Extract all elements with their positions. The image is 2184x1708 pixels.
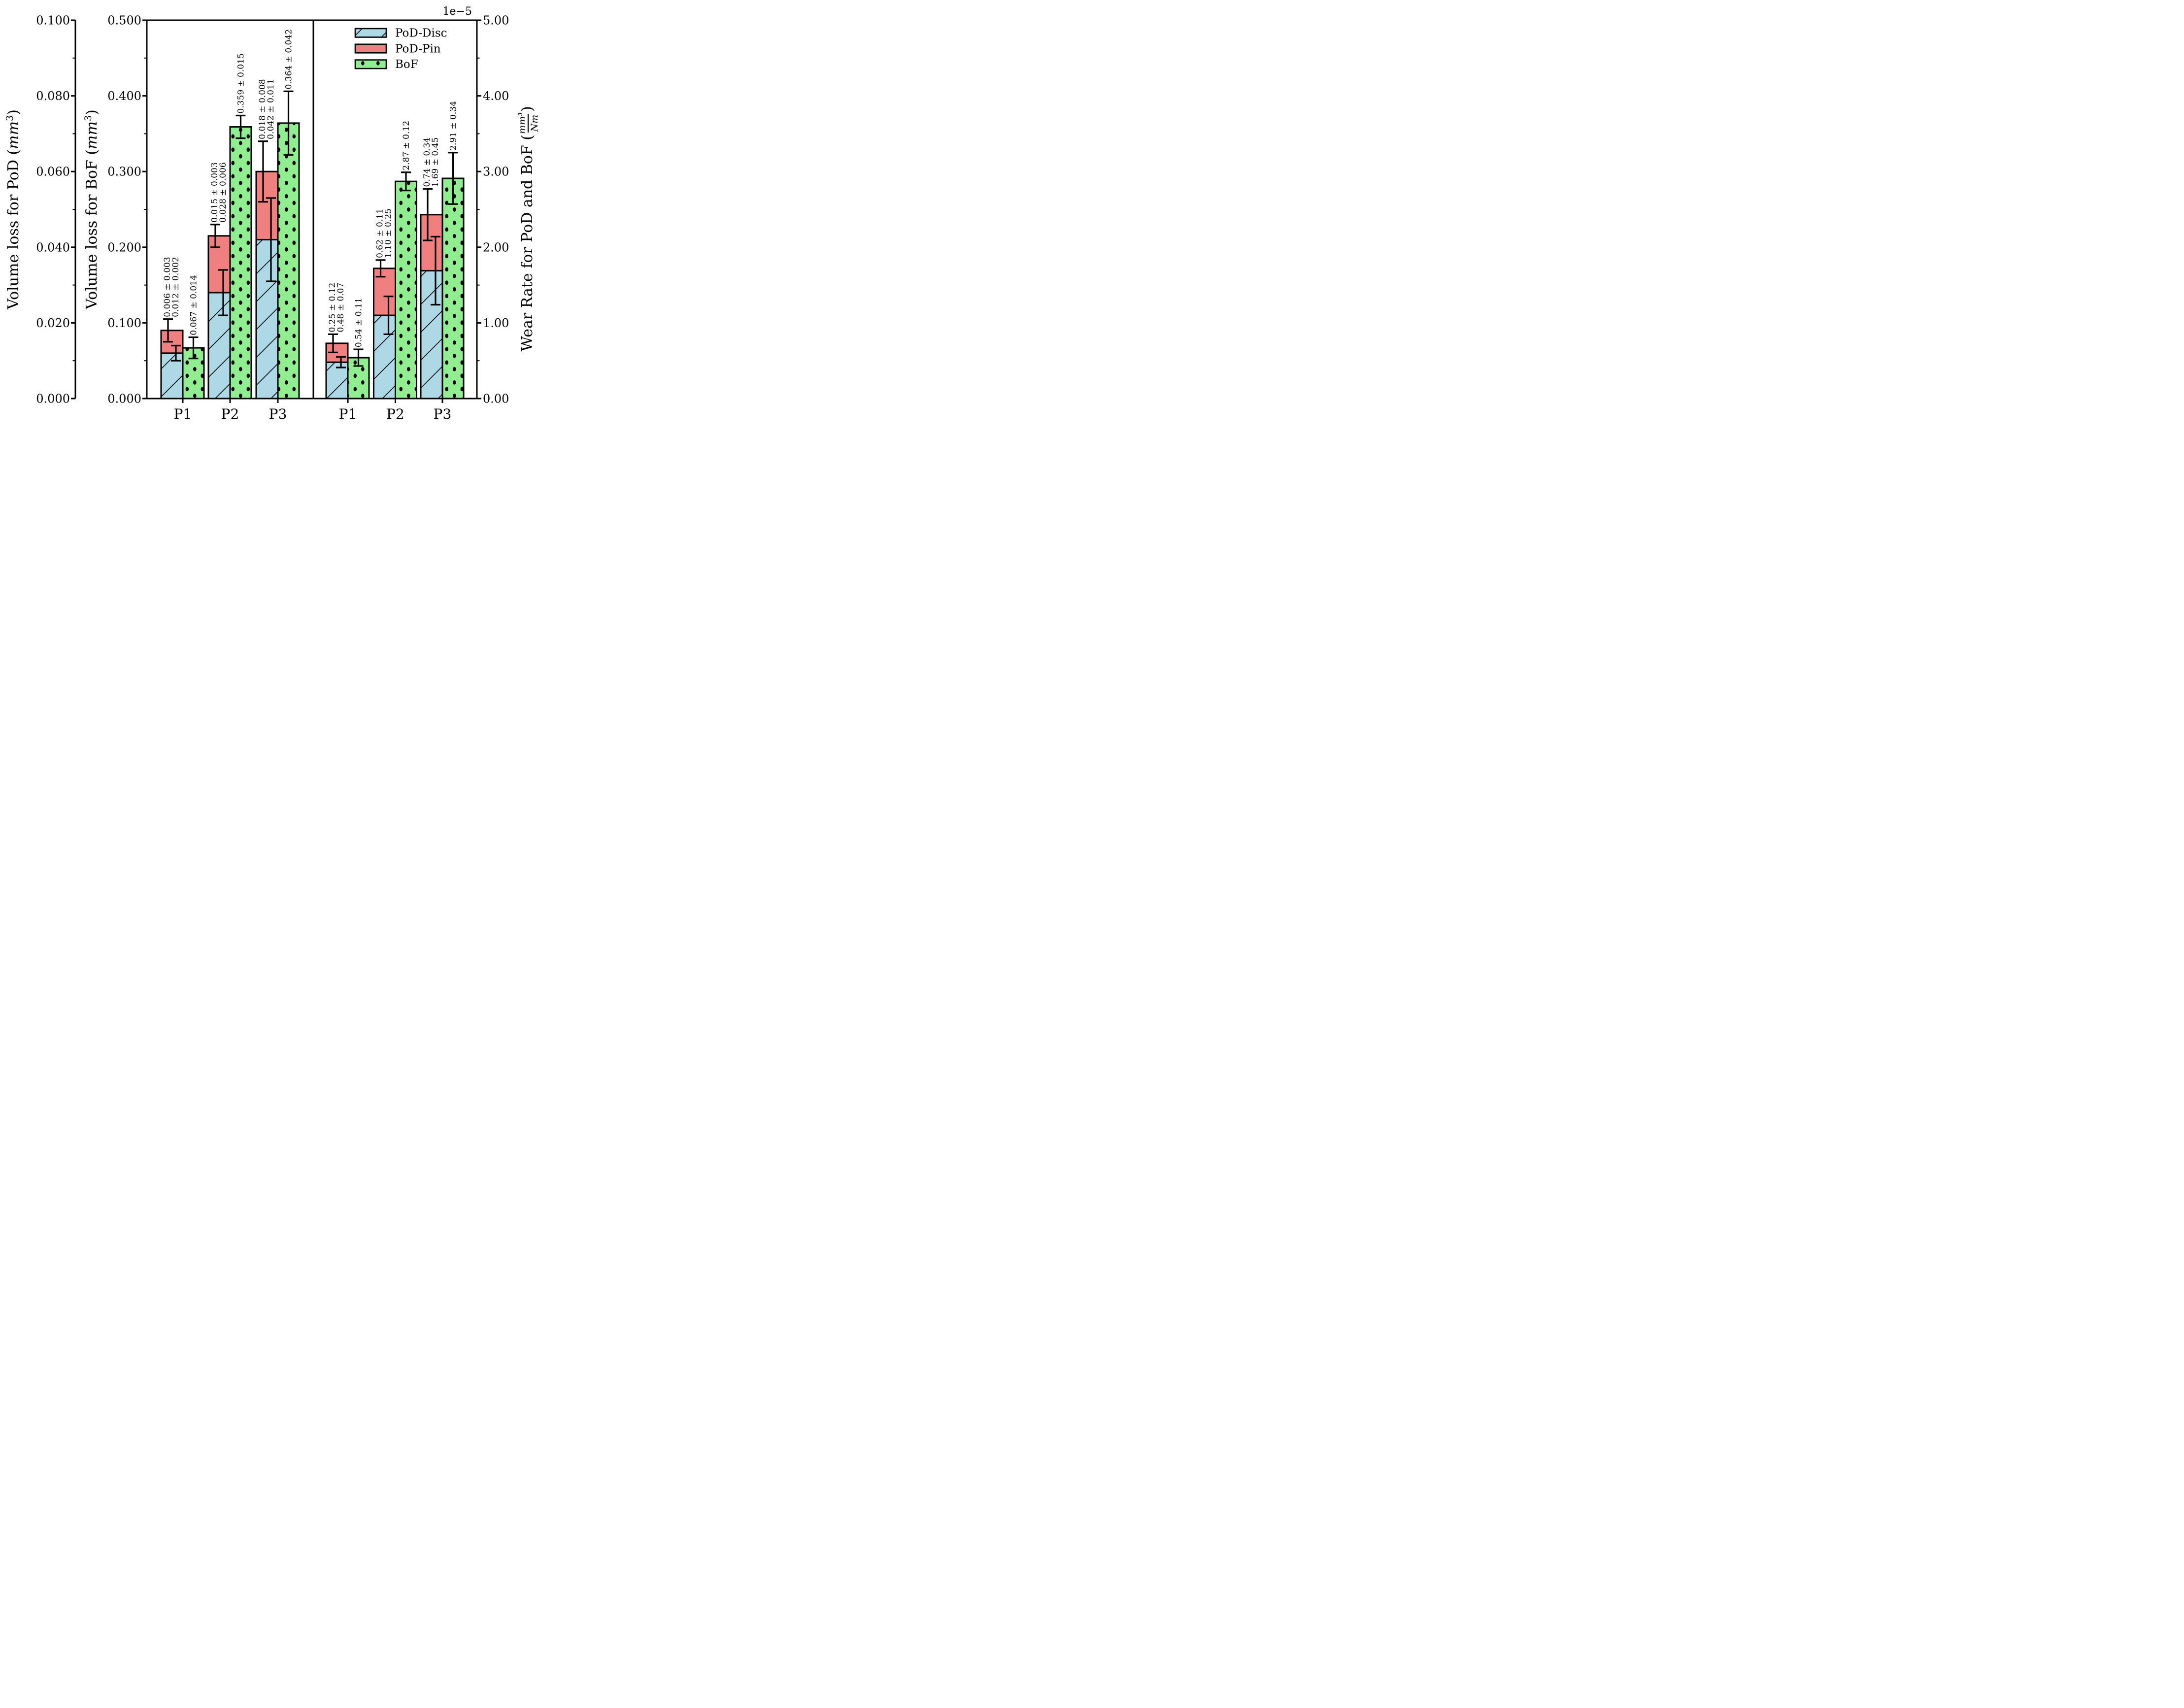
- tick-label: 0.080: [36, 89, 70, 103]
- x-tick-label: P1: [339, 406, 357, 422]
- svg-text:0.62 ± 0.11: 0.62 ± 0.11: [375, 208, 385, 258]
- svg-text:Volume loss for PoD (mm3): Volume loss for PoD (mm3): [4, 109, 22, 310]
- tick-label: 0.040: [36, 240, 70, 254]
- svg-text:0.006 ± 0.003: 0.006 ± 0.003: [163, 257, 172, 317]
- pod-pin-bar: [373, 268, 396, 316]
- legend-swatch: [354, 43, 387, 54]
- tick-label: 3.00: [483, 165, 509, 179]
- tick-label: 0.000: [36, 392, 70, 406]
- x-tick-label: P1: [174, 406, 192, 422]
- pod-axis: 0.000 0.020 0.040 0.060 0.080 0.100: [36, 14, 75, 406]
- tick-label: 5.00: [483, 14, 509, 28]
- svg-text:0.018 ± 0.008: 0.018 ± 0.008: [258, 79, 268, 139]
- legend-swatch: [354, 28, 387, 38]
- legend-label: PoD-Disc: [395, 27, 447, 40]
- pod-pin-bar: [255, 170, 279, 240]
- bars-layer: [160, 122, 465, 400]
- tick-label: 0.100: [36, 14, 70, 28]
- svg-text:0.364 ± 0.042: 0.364 ± 0.042: [284, 29, 294, 89]
- svg-text:1.69 ± 0.45: 1.69 ± 0.45: [431, 137, 440, 187]
- svg-text:0.042 ± 0.011: 0.042 ± 0.011: [266, 79, 276, 139]
- x-axis: P1 P2 P3 P1 P2 P3: [174, 399, 452, 422]
- wear-axis-title: Wear Rate for PoD and BoF (mm³ Nm): [517, 106, 540, 351]
- tick-label: 2.00: [483, 240, 509, 254]
- bar-group-volume-loss-P3: [255, 122, 300, 400]
- svg-text:2.87 ± 0.12: 2.87 ± 0.12: [402, 121, 411, 170]
- tick-label: 0.020: [36, 316, 70, 330]
- bar-group-wear-rate-1e-5-P3: [420, 177, 465, 400]
- tick-label: 0.060: [36, 165, 70, 179]
- tick-label: 0.300: [107, 165, 141, 179]
- bof-axis-title: Volume loss for BoF (mm3): [83, 109, 101, 310]
- svg-text:0.028 ± 0.006: 0.028 ± 0.006: [218, 162, 228, 222]
- tick-label: 0.100: [107, 316, 141, 330]
- svg-text:0.54 ± 0.11: 0.54 ± 0.11: [354, 298, 364, 347]
- legend-label: PoD-Pin: [395, 42, 441, 55]
- axis-offset-label: 1e−5: [443, 5, 472, 18]
- bof-axis: 0.000 0.100 0.200 0.300 0.400 0.500: [107, 14, 147, 406]
- svg-text:mm³: mm³: [517, 112, 528, 134]
- tick-label: 0.00: [483, 392, 509, 406]
- legend-label: BoF: [395, 58, 418, 71]
- svg-text:0.359 ± 0.015: 0.359 ± 0.015: [236, 53, 246, 113]
- x-tick-label: P3: [269, 406, 287, 422]
- tick-label: 0.400: [107, 89, 141, 103]
- svg-text:0.015 ± 0.003: 0.015 ± 0.003: [210, 162, 220, 222]
- pod-pin-bar: [420, 214, 443, 271]
- wear-axis: 0.00 1.00 2.00 3.00 4.00 5.00: [477, 14, 509, 406]
- legend-item-PoD-Pin: PoD-Pin: [354, 42, 441, 55]
- legend-item-BoF: BoF: [354, 58, 418, 71]
- tick-label: 0.200: [107, 240, 141, 254]
- svg-text:0.25 ± 0.12: 0.25 ± 0.12: [328, 283, 337, 333]
- x-tick-label: P3: [434, 406, 452, 422]
- legend-swatch: [354, 59, 387, 69]
- axes-layer: 0.000 0.020 0.040 0.060 0.080 0.100 0.000 0.100…: [4, 5, 540, 422]
- legend: PoD-Disc PoD-Pin BoF: [354, 27, 447, 71]
- tick-label: 4.00: [483, 89, 509, 103]
- svg-text:1.10 ± 0.25: 1.10 ± 0.25: [384, 208, 394, 258]
- svg-text:Nm: Nm: [529, 115, 540, 133]
- pod-pin-bar: [207, 235, 231, 294]
- svg-text:0.067 ± 0.014: 0.067 ± 0.014: [189, 275, 199, 335]
- svg-text:): ): [519, 106, 536, 112]
- pod-axis-title: Volume loss for PoD (mm3): [4, 109, 22, 310]
- svg-text:0.74 ± 0.34: 0.74 ± 0.34: [422, 137, 432, 187]
- svg-text:0.48 ± 0.07: 0.48 ± 0.07: [336, 283, 346, 333]
- tick-label: 0.000: [107, 392, 141, 406]
- tick-label: 1.00: [483, 316, 509, 330]
- tick-label: 0.500: [107, 14, 141, 28]
- errorbars-layer: [163, 90, 458, 368]
- x-tick-label: P2: [221, 406, 239, 422]
- svg-text:0.012 ± 0.002: 0.012 ± 0.002: [171, 257, 181, 317]
- svg-text:2.91 ± 0.34: 2.91 ± 0.34: [449, 101, 459, 151]
- x-tick-label: P2: [386, 406, 404, 422]
- figure-container: 0.006 ± 0.003 0.012 ± 0.002 0.067 ± 0.014 0…: [0, 0, 546, 427]
- svg-text:Wear Rate for PoD and BoF (: Wear Rate for PoD and BoF (: [519, 134, 536, 351]
- svg-text:Volume loss for BoF (mm3): Volume loss for BoF (mm3): [83, 109, 101, 310]
- legend-item-PoD-Disc: PoD-Disc: [354, 27, 447, 40]
